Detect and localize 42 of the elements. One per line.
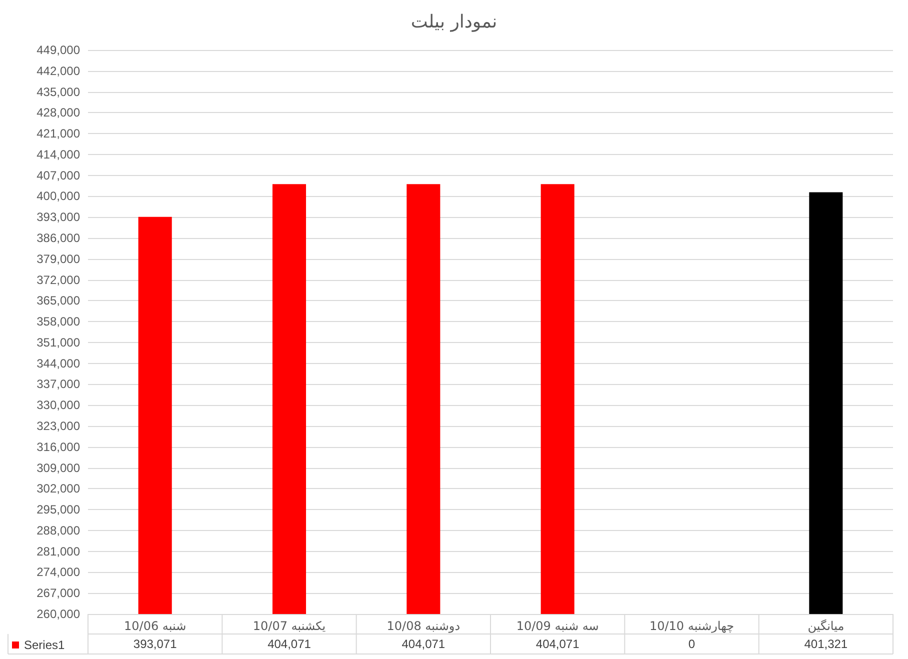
y-tick-label: 302,000 [36,482,80,496]
y-tick-label: 400,000 [36,189,80,204]
y-tick-label: 288,000 [36,523,80,538]
y-tick-label: 344,000 [36,356,80,370]
y-tick-label: 407,000 [36,168,80,182]
data-label: 404,071 [402,637,446,651]
chart-title: نمودار بیلت [410,12,498,32]
y-tick-label: 309,000 [36,460,80,475]
y-tick-label: 379,000 [36,252,80,266]
y-tick-label: 267,000 [36,586,80,600]
y-tick-label: 421,000 [36,126,80,141]
y-tick-label: 337,000 [36,377,80,392]
x-tick-label: میانگین [808,619,844,633]
text: 0 [688,637,696,651]
y-tick-label: 330,000 [36,398,80,412]
y-tick-label: 449,000 [36,43,80,57]
x-tick-label: دوشنبه 10/08 [386,619,460,633]
data-label: 401,321 [804,637,848,651]
data-label: 404,071 [536,637,580,651]
data-label: 404,071 [268,637,312,651]
x-tick-label: شنبه 10/06 [124,619,186,633]
x-tick-label: یکشنبه 10/07 [252,619,326,633]
y-tick-label: 323,000 [36,419,80,433]
legend-label: Series1 [24,638,66,652]
y-tick-label: 295,000 [36,502,80,517]
y-tick-label: 274,000 [36,565,80,580]
y-tick-label: 435,000 [36,84,80,99]
y-tick-label: 351,000 [36,335,80,350]
x-tick-label: چهارشنبه 10/10 [649,619,734,633]
y-tick-label: 414,000 [36,147,80,162]
y-tick-label: 365,000 [36,294,80,308]
y-tick-label: 428,000 [36,106,80,120]
y-tick-label: 281,000 [36,544,80,558]
y-tick-label: 260,000 [36,607,80,621]
y-tick-label: 393,000 [36,210,80,224]
y-tick-label: 442,000 [36,64,80,78]
y-tick-label: 358,000 [36,314,80,329]
y-tick-label: 386,000 [36,231,80,245]
x-tick-label: سه شنبه 10/09 [516,619,599,633]
y-tick-label: 316,000 [36,440,80,454]
data-label: 393,071 [133,637,178,651]
y-tick-label: 372,000 [36,272,80,287]
